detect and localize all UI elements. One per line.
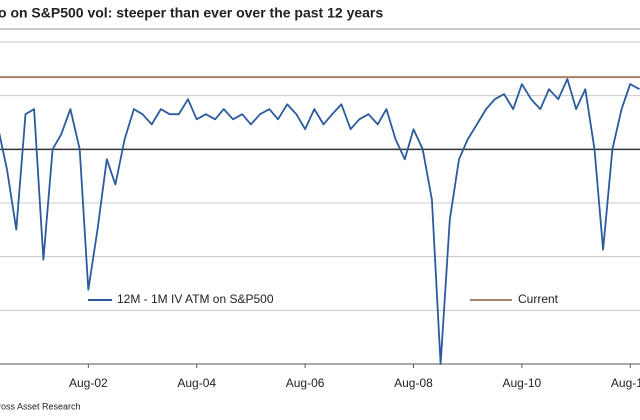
x-tick-label: Aug-02 bbox=[69, 376, 108, 390]
legend-label: Current bbox=[518, 292, 559, 306]
x-tick-label: Aug-04 bbox=[177, 376, 216, 390]
source-note: ross Asset Research bbox=[0, 401, 81, 411]
x-tick-label: Aug-12 bbox=[611, 376, 640, 390]
x-tick-label: Aug-06 bbox=[286, 376, 325, 390]
series-line bbox=[0, 78, 640, 365]
legend-label: 12M - 1M IV ATM on S&P500 bbox=[117, 292, 274, 306]
x-tick-label: Aug-10 bbox=[503, 376, 542, 390]
x-tick-label: Aug-08 bbox=[394, 376, 433, 390]
chart-title: o on S&P500 vol: steeper than ever over … bbox=[0, 5, 383, 21]
